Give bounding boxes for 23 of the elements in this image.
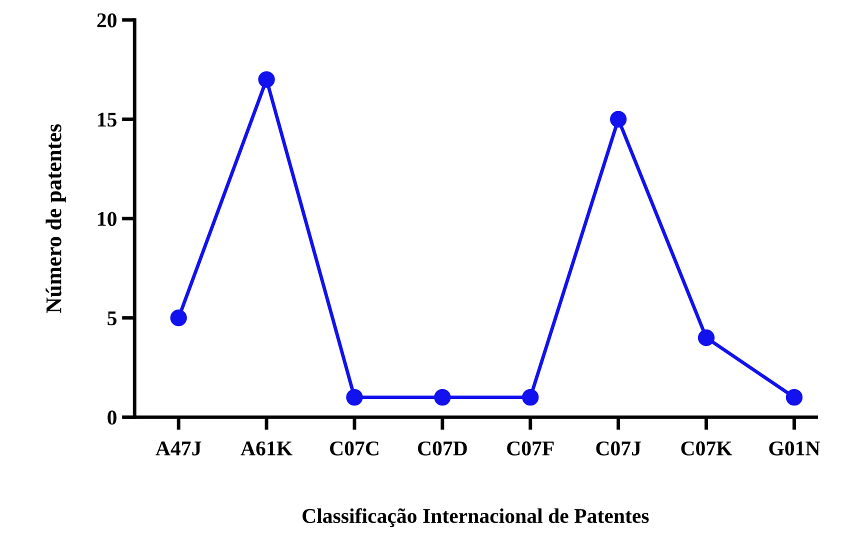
y-tick-label: 5 (108, 311, 116, 326)
x-axis-title: Classificação Internacional de Patentes (302, 508, 649, 528)
y-tick-label: 20 (97, 13, 116, 28)
x-tick-label: G01N (769, 441, 820, 456)
x-tick-label: C07K (681, 441, 732, 456)
x-tick-label: C07F (507, 441, 554, 456)
x-tick-label: C07J (596, 441, 641, 456)
point (698, 329, 715, 346)
y-tick-label: 0 (108, 410, 116, 425)
point (610, 110, 627, 128)
point (786, 388, 803, 406)
x-tick-label: C07C (330, 441, 378, 456)
x-tick-label: C07D (418, 441, 467, 456)
point (258, 71, 275, 88)
y-axis-title: Número de patentes (46, 124, 66, 313)
point (170, 310, 187, 326)
y-tick-label: 15 (98, 112, 116, 127)
point (434, 388, 451, 406)
point (346, 388, 363, 406)
x-tick-label: A61K (240, 441, 292, 456)
x-tick-label: A47J (156, 442, 202, 456)
y-tick-label: 10 (98, 212, 116, 226)
point (522, 388, 539, 406)
